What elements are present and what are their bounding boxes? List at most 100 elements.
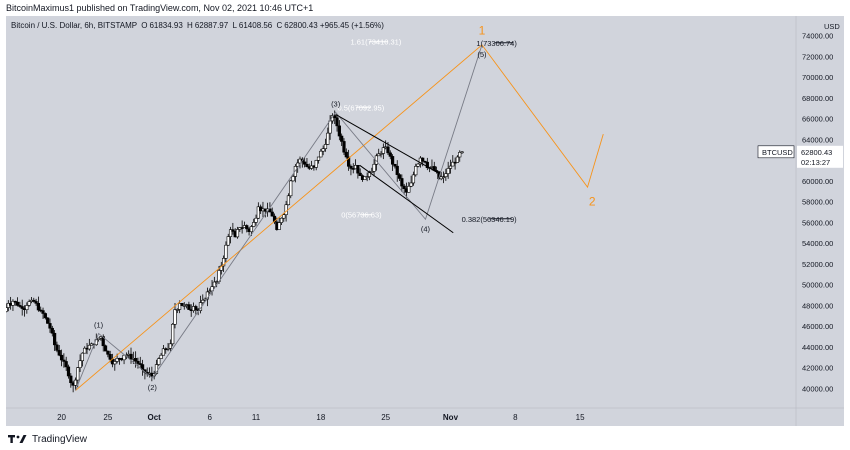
candle-body — [425, 161, 429, 169]
candle-body — [374, 155, 379, 165]
price-chart-svg[interactable]: 40000.00 42000.00 44000.00 46000.00 48000.00… — [6, 16, 844, 426]
channel-upper-line — [335, 114, 440, 175]
candle-body — [182, 305, 186, 307]
candle-body — [337, 125, 341, 137]
candle-body — [161, 348, 166, 356]
candle-body — [76, 367, 80, 381]
candle-body — [370, 171, 374, 173]
candle-body — [64, 361, 68, 368]
x-tick-label: 25 — [103, 413, 112, 422]
wave-label: (4) — [421, 224, 431, 233]
current-price-box — [797, 145, 843, 168]
candle-body — [416, 163, 420, 167]
candle-body — [171, 323, 175, 345]
candle-body — [59, 354, 64, 361]
candle-body — [421, 157, 425, 162]
candle-body — [134, 358, 138, 362]
candle-body — [62, 359, 66, 362]
candle-body — [393, 163, 397, 167]
candle-body — [391, 156, 395, 165]
candle-body — [108, 354, 112, 360]
candle-body — [240, 227, 244, 229]
candle-body — [268, 208, 272, 213]
candle-body — [296, 162, 300, 167]
candle-body — [157, 358, 161, 365]
x-tick-label: 25 — [381, 413, 390, 422]
candle-body — [326, 132, 330, 145]
legend-low-label: L — [232, 21, 237, 30]
candle-body — [277, 222, 281, 230]
candle-body — [381, 147, 385, 154]
legend-change: +965.45 (+1.56%) — [319, 21, 384, 30]
legend-close-label: C — [276, 21, 283, 30]
candle-body — [83, 347, 87, 354]
candle-body — [115, 358, 119, 362]
candle-body — [178, 303, 182, 310]
chart-area[interactable]: 40000.00 42000.00 44000.00 46000.00 48000.00… — [6, 16, 844, 426]
candle-body — [222, 258, 226, 267]
fib-level-label: 1(73306.74) — [476, 39, 517, 48]
y-tick-label: 52000.00 — [802, 260, 833, 269]
candle-body — [316, 156, 321, 161]
x-tick-label: Nov — [443, 413, 459, 422]
candle-body — [397, 174, 402, 179]
y-tick-label: 40000.00 — [802, 384, 833, 393]
candle-body — [279, 217, 284, 223]
x-tick-label: 18 — [316, 413, 325, 422]
wave-label: (5) — [477, 50, 487, 59]
candle-body — [27, 301, 31, 306]
candle-body — [458, 152, 462, 158]
candle-body — [344, 151, 348, 158]
candle-body — [113, 361, 117, 365]
candle-body — [252, 222, 256, 227]
tradingview-brand: TradingView — [32, 433, 88, 445]
candle-body — [321, 148, 325, 152]
legend-symbol: Bitcoin / U.S. Dollar, 6h, BITSTAMP — [11, 21, 137, 30]
y-tick-label: 48000.00 — [802, 301, 833, 310]
candle-body — [173, 309, 177, 325]
candle-body — [18, 305, 22, 307]
x-tick-label: 8 — [513, 413, 518, 422]
y-tick-label: 60000.00 — [802, 177, 833, 186]
y-tick-label: 74000.00 — [802, 32, 833, 41]
candle-body — [372, 163, 376, 172]
candle-body — [388, 152, 392, 157]
candle-body — [46, 317, 50, 324]
candle-body — [256, 206, 260, 219]
candle-body — [356, 164, 360, 174]
candle-body — [154, 364, 159, 374]
candle-body — [103, 345, 108, 352]
y-tick-label: 58000.00 — [802, 198, 833, 207]
candle-body — [231, 229, 235, 232]
fib-level-label: 1.61(73410.31) — [350, 38, 401, 47]
candle-body — [175, 309, 179, 311]
candle-body — [101, 336, 105, 347]
symbol-tag-box — [757, 145, 795, 159]
tradingview-logo-icon — [8, 435, 27, 443]
y-tick-label: 50000.00 — [802, 281, 833, 290]
candle-body — [451, 161, 455, 167]
candle-body — [448, 165, 453, 169]
legend-low: 61408.56 — [238, 21, 273, 30]
candle-body — [411, 174, 416, 184]
legend-open-label: O — [141, 21, 148, 30]
candle-body — [333, 115, 337, 119]
y-tick-label: 46000.00 — [802, 322, 833, 331]
current-price-value: 62800.43 — [801, 148, 832, 157]
candle-body — [20, 306, 24, 309]
projection-wave-label: 1 — [479, 23, 486, 37]
candle-body — [423, 160, 427, 163]
currency-label: USD — [824, 22, 840, 31]
candle-body — [53, 332, 57, 346]
candle-body — [166, 348, 170, 350]
x-tick-label: 11 — [252, 413, 261, 422]
tradingview-footer[interactable]: TradingView — [8, 432, 87, 446]
x-tick-label: 6 — [207, 413, 212, 422]
candle-body — [286, 195, 291, 206]
wave-label: (1) — [94, 320, 104, 329]
candle-body — [340, 135, 344, 142]
candle-body — [13, 300, 17, 303]
candle-body — [282, 214, 286, 219]
x-tick-label: Oct — [147, 413, 161, 422]
y-tick-label: 42000.00 — [802, 364, 833, 373]
